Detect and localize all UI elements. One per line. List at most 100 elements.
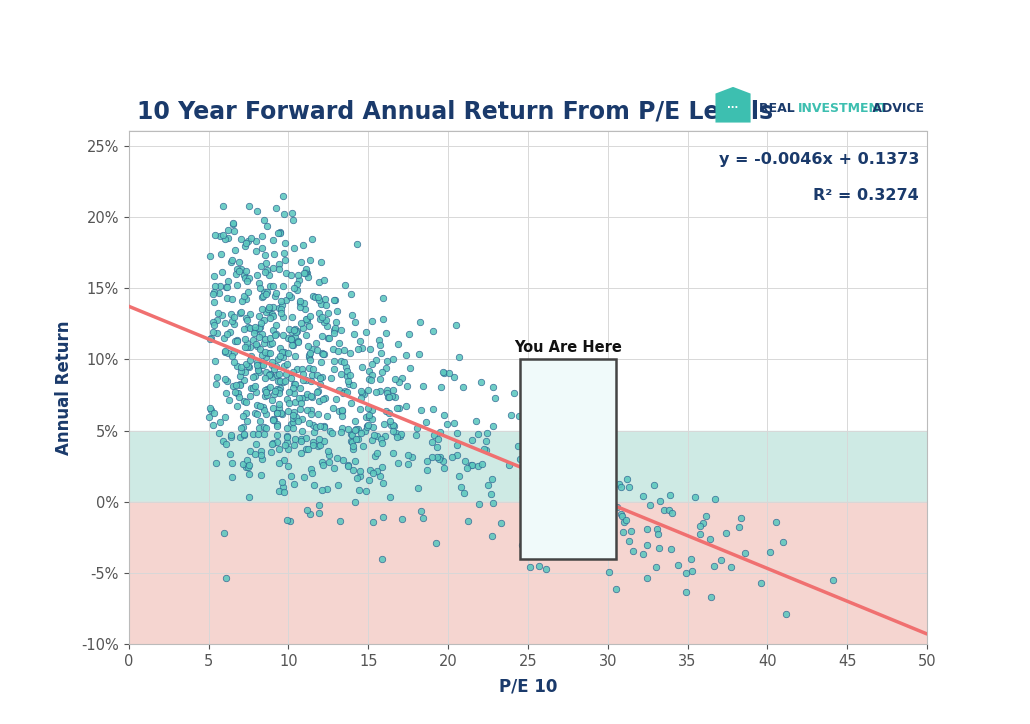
Point xyxy=(375,512,391,523)
Point xyxy=(312,421,329,432)
Point xyxy=(609,501,625,513)
Point xyxy=(206,270,222,282)
Point xyxy=(256,314,273,326)
Point xyxy=(316,316,333,327)
Point xyxy=(239,337,255,349)
Point xyxy=(264,371,280,383)
Point xyxy=(224,315,240,327)
Point xyxy=(402,362,418,374)
Point xyxy=(301,418,317,429)
Point xyxy=(428,537,445,549)
Point xyxy=(545,488,561,500)
Point xyxy=(236,290,252,302)
Point xyxy=(707,493,723,505)
Point xyxy=(456,455,473,466)
Point xyxy=(377,362,393,374)
Point xyxy=(274,347,290,358)
Point xyxy=(695,518,712,529)
Point xyxy=(352,334,369,346)
Point xyxy=(269,436,285,447)
Point xyxy=(362,365,378,376)
Point xyxy=(255,290,272,302)
Point xyxy=(270,444,286,455)
Point xyxy=(358,327,375,338)
Point xyxy=(248,438,265,450)
Point xyxy=(278,432,295,443)
Point xyxy=(354,387,371,398)
Point xyxy=(260,221,276,232)
Point xyxy=(339,365,355,376)
Point xyxy=(251,415,268,426)
Point xyxy=(347,316,364,327)
Point xyxy=(286,396,303,408)
Point xyxy=(600,566,617,578)
Point xyxy=(358,421,375,432)
Point xyxy=(225,380,241,392)
Point xyxy=(373,433,389,445)
Point xyxy=(255,428,272,439)
Point xyxy=(308,387,324,398)
Point xyxy=(201,411,217,423)
Point xyxy=(299,389,315,400)
Point xyxy=(552,487,569,499)
Point xyxy=(267,385,283,397)
Point xyxy=(343,428,359,439)
Point xyxy=(468,416,484,427)
Point xyxy=(382,491,399,502)
Point xyxy=(374,461,390,473)
Point xyxy=(423,451,440,463)
Point xyxy=(302,508,318,520)
Point xyxy=(291,382,308,394)
Point xyxy=(273,407,289,418)
Point xyxy=(384,390,401,401)
Point xyxy=(474,458,490,470)
Point xyxy=(775,536,791,548)
Point xyxy=(236,374,252,386)
Point xyxy=(519,416,536,427)
Point xyxy=(338,361,354,372)
Point xyxy=(265,301,281,313)
Point xyxy=(375,292,391,303)
Point xyxy=(615,526,631,538)
Point xyxy=(368,354,384,366)
Point xyxy=(327,322,343,334)
Point xyxy=(293,403,309,415)
Point xyxy=(357,485,374,497)
Point xyxy=(573,461,589,473)
Point xyxy=(354,440,371,452)
Point xyxy=(360,409,377,421)
Point xyxy=(364,315,380,327)
Point xyxy=(522,450,539,462)
Point xyxy=(253,231,270,243)
Point xyxy=(385,353,402,365)
Point xyxy=(255,337,272,349)
Point xyxy=(238,341,254,353)
Point xyxy=(303,408,319,420)
Point xyxy=(258,346,274,358)
Point xyxy=(242,308,259,320)
Point xyxy=(365,369,381,380)
Point xyxy=(278,423,295,434)
Point xyxy=(217,346,234,358)
Point xyxy=(232,431,248,442)
Point xyxy=(484,420,501,432)
Point xyxy=(270,398,286,410)
Point xyxy=(514,539,530,551)
Point xyxy=(224,293,240,305)
Point xyxy=(262,382,278,393)
Point xyxy=(390,457,407,468)
Point xyxy=(346,328,363,340)
Point xyxy=(363,374,379,386)
Point xyxy=(341,348,357,359)
Point xyxy=(522,561,539,573)
Point xyxy=(271,384,287,396)
Point xyxy=(424,325,441,337)
Point xyxy=(321,332,338,344)
Point xyxy=(286,378,303,390)
Point xyxy=(276,247,293,258)
Point xyxy=(390,402,407,413)
Point xyxy=(205,297,221,308)
Point xyxy=(269,421,285,432)
Point xyxy=(219,232,236,244)
Point xyxy=(366,429,382,441)
